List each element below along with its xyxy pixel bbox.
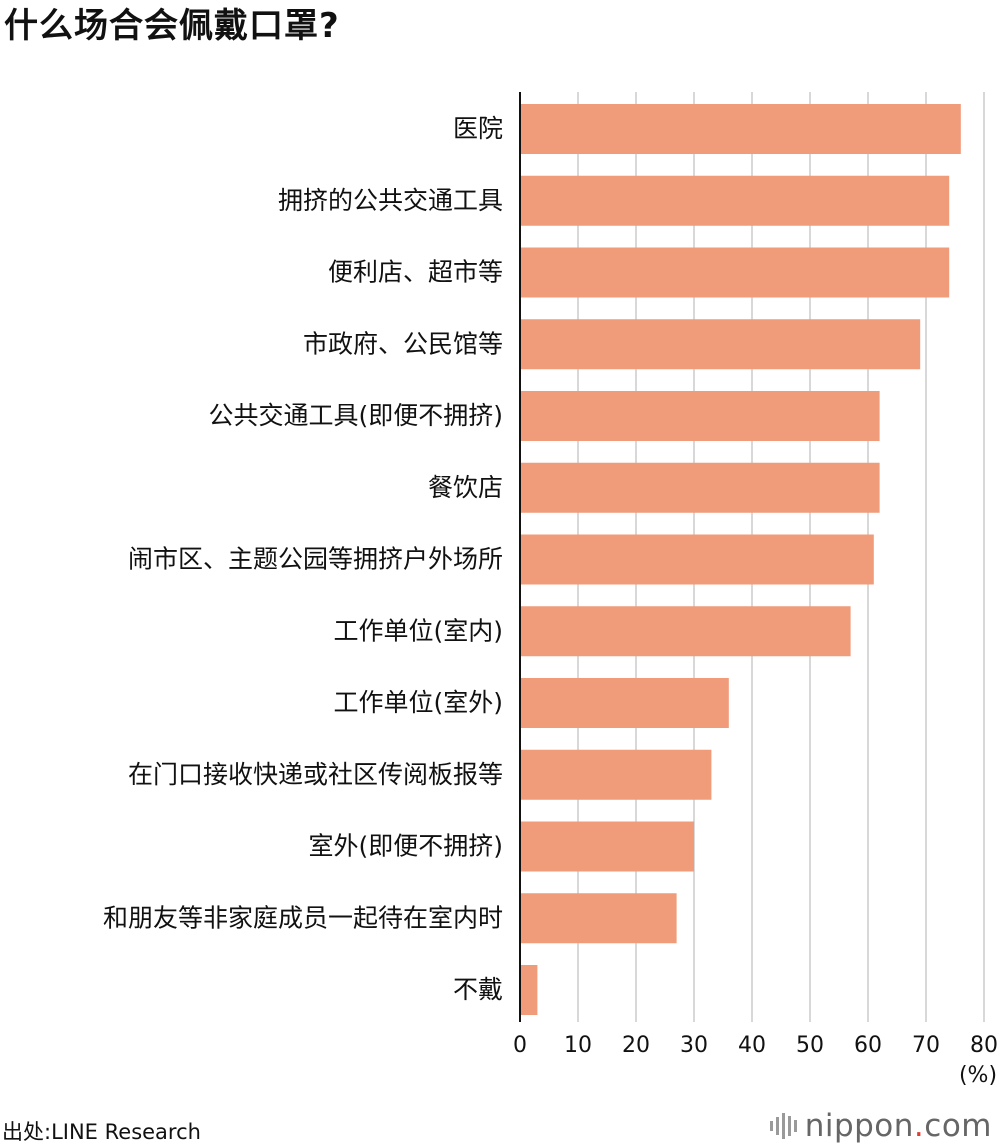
sound-wave-icon [769, 1108, 797, 1144]
bar [520, 893, 677, 944]
bar [520, 247, 950, 298]
category-label: 公共交通工具(即便不拥挤) [208, 401, 503, 430]
category-label: 便利店、超市等 [328, 258, 503, 287]
source-note: 出处:LINE Research [2, 1120, 201, 1144]
category-label: 和朋友等非家庭成员一起待在室内时 [103, 903, 503, 932]
bar [520, 606, 851, 657]
x-axis-unit-label: (%) [959, 1063, 997, 1088]
x-tick-label: 20 [622, 1033, 650, 1058]
brand-dot: . [913, 1108, 925, 1144]
x-tick-label: 60 [854, 1033, 882, 1058]
x-axis-ticks: 0 10 20 30 40 50 60 70 80 [513, 1033, 998, 1058]
category-label: 工作单位(室外) [333, 688, 503, 717]
nippon-logo: nippon.com [769, 1108, 992, 1144]
x-tick-label: 0 [513, 1033, 527, 1058]
chart-title: 什么场合会佩戴口罩? [4, 6, 340, 46]
x-tick-label: 30 [680, 1033, 708, 1058]
bar [520, 749, 712, 800]
x-tick-label: 50 [796, 1033, 824, 1058]
x-tick-label: 40 [738, 1033, 766, 1058]
category-label: 在门口接收快递或社区传阅板报等 [128, 760, 503, 789]
bar [520, 104, 961, 154]
bar [520, 534, 874, 585]
x-tick-label: 10 [564, 1033, 592, 1058]
category-label: 工作单位(室内) [333, 616, 503, 645]
x-tick-label: 80 [970, 1033, 998, 1058]
category-label: 室外(即便不拥挤) [308, 832, 503, 861]
bar [520, 821, 694, 872]
category-label: 市政府、公民馆等 [303, 329, 503, 358]
bar [520, 462, 880, 513]
category-label: 医院 [453, 114, 503, 143]
bar [520, 678, 729, 728]
x-tick-label: 70 [912, 1033, 940, 1058]
category-label: 餐饮店 [428, 473, 503, 502]
brand-wordmark: nippon.com [804, 1108, 992, 1144]
category-label: 不戴 [453, 975, 503, 1004]
bar [520, 175, 950, 226]
bar [520, 965, 538, 1015]
category-label: 拥挤的公共交通工具 [278, 186, 503, 215]
bar [520, 391, 880, 441]
bar [520, 319, 921, 370]
category-label: 闹市区、主题公园等拥挤户外场所 [128, 545, 503, 574]
bars [520, 104, 961, 1015]
